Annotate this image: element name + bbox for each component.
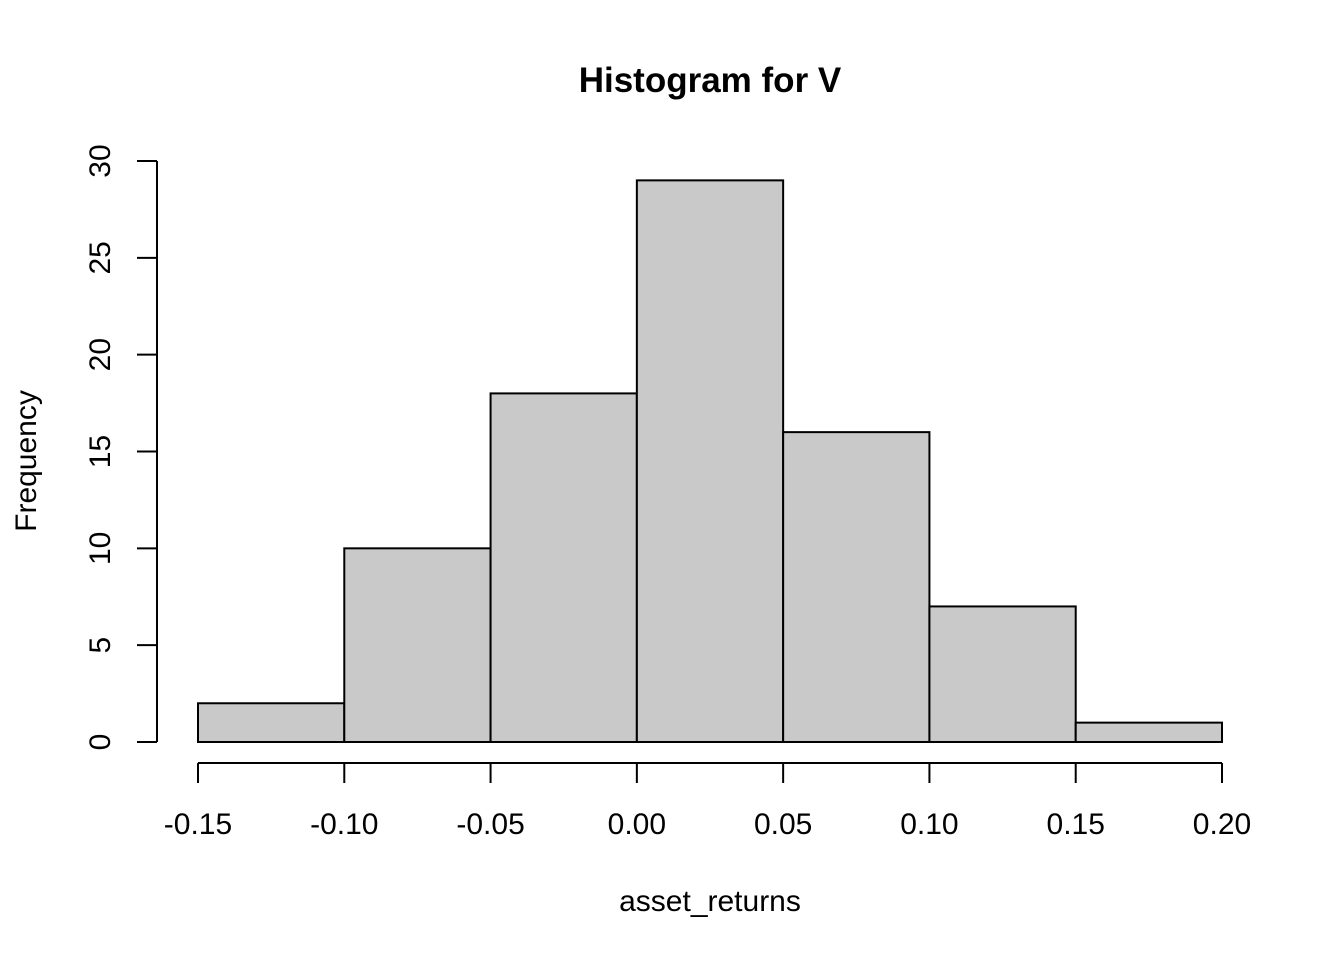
y-tick-label: 5 (84, 637, 117, 654)
y-tick-label: 25 (84, 241, 117, 274)
histogram-bar-0 (197, 702, 346, 743)
x-tick-label: -0.05 (456, 808, 524, 841)
x-tick-label: 0.10 (900, 808, 958, 841)
x-axis-label: asset_returns (619, 885, 801, 918)
x-axis: -0.15 -0.10 -0.05 0.00 0.05 0.10 0.15 0.20 (164, 762, 1251, 841)
histogram-bar-1 (343, 547, 492, 743)
chart-title: Histogram for V (579, 61, 842, 100)
histogram-bar-5 (928, 605, 1077, 744)
histogram-bar-3 (635, 179, 785, 744)
x-tick-label: 0.20 (1193, 808, 1251, 841)
histogram-bars (197, 179, 1223, 744)
histogram-bar-2 (489, 392, 638, 743)
y-tick-label: 20 (84, 338, 117, 371)
y-tick-label: 0 (84, 734, 117, 751)
x-tick-label: -0.10 (310, 808, 378, 841)
x-tick-label: 0.00 (608, 808, 666, 841)
histogram-bar-4 (782, 431, 931, 743)
y-axis-label: Frequency (10, 390, 43, 532)
y-axis: 0 5 10 15 20 25 30 (84, 144, 158, 751)
x-tick-label: -0.15 (164, 808, 232, 841)
y-tick-label: 10 (84, 532, 117, 565)
y-tick-label: 30 (84, 144, 117, 177)
y-tick-label: 15 (84, 435, 117, 468)
x-tick-label: 0.15 (1047, 808, 1105, 841)
histogram-bar-6 (1074, 721, 1223, 744)
x-tick-label: 0.05 (754, 808, 812, 841)
